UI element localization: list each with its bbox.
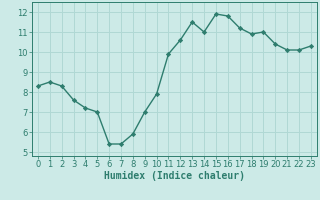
X-axis label: Humidex (Indice chaleur): Humidex (Indice chaleur) xyxy=(104,171,245,181)
